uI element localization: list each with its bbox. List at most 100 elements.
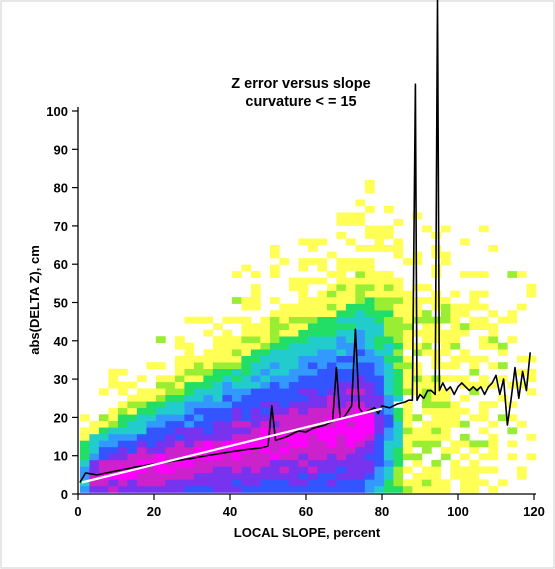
heatmap-cell bbox=[364, 310, 375, 317]
heatmap-cell bbox=[450, 420, 461, 428]
heatmap-cell bbox=[374, 323, 385, 330]
heatmap-cell bbox=[269, 245, 280, 252]
heatmap-cell bbox=[440, 251, 451, 259]
heatmap-cell bbox=[165, 440, 176, 448]
heatmap-cell bbox=[298, 407, 309, 415]
y-tick-label: 90 bbox=[54, 142, 68, 157]
heatmap-cell bbox=[459, 329, 470, 337]
heatmap-cell bbox=[212, 362, 223, 369]
heatmap-cell bbox=[383, 459, 394, 467]
heatmap-cell bbox=[307, 297, 318, 304]
heatmap-cell bbox=[298, 329, 309, 337]
heatmap-cell bbox=[469, 459, 480, 467]
heatmap-cell bbox=[279, 362, 290, 369]
heatmap-cell bbox=[393, 388, 404, 396]
heatmap-cell bbox=[288, 479, 299, 487]
heatmap-cell bbox=[298, 238, 309, 246]
heatmap-cell bbox=[288, 407, 299, 415]
heatmap-cell bbox=[250, 290, 261, 298]
heatmap-cell bbox=[174, 401, 185, 409]
heatmap-cell bbox=[393, 349, 404, 356]
heatmap-cell bbox=[98, 440, 109, 448]
heatmap-cell bbox=[355, 407, 366, 415]
heatmap-cell bbox=[431, 401, 442, 409]
heatmap-cell bbox=[317, 407, 328, 415]
heatmap-cell bbox=[288, 349, 299, 356]
heatmap-cell bbox=[364, 388, 375, 396]
heatmap-cell bbox=[345, 258, 356, 265]
heatmap-cell bbox=[459, 355, 470, 363]
series-line-mean bbox=[79, 0, 531, 483]
heatmap-cell bbox=[203, 453, 214, 461]
heatmap-cell bbox=[383, 342, 394, 350]
heatmap-cell bbox=[279, 323, 290, 330]
heatmap-cell bbox=[174, 459, 185, 467]
heatmap-cell bbox=[155, 479, 166, 487]
heatmap-cell bbox=[288, 375, 299, 383]
heatmap-cell bbox=[136, 466, 147, 474]
heatmap-cell bbox=[146, 407, 157, 415]
heatmap-cell bbox=[440, 388, 451, 396]
heatmap-cell bbox=[288, 466, 299, 474]
heatmap-cell bbox=[193, 440, 204, 448]
heatmap-cell bbox=[431, 388, 442, 396]
heatmap-cell bbox=[364, 486, 375, 493]
heatmap-cell bbox=[431, 420, 442, 428]
heatmap-cell bbox=[279, 381, 290, 389]
heatmap-cell bbox=[307, 329, 318, 337]
heatmap-cell bbox=[298, 355, 309, 363]
heatmap-cell bbox=[364, 342, 375, 350]
heatmap-cell bbox=[307, 238, 318, 246]
heatmap-cell bbox=[250, 479, 261, 487]
heatmap-cell bbox=[298, 381, 309, 389]
heatmap-cell bbox=[108, 427, 119, 435]
heatmap-cell bbox=[250, 446, 261, 454]
heatmap-cell bbox=[193, 472, 204, 480]
heatmap-cell bbox=[193, 375, 204, 383]
heatmap-cell bbox=[450, 414, 461, 422]
heatmap-cell bbox=[355, 323, 366, 330]
heatmap-cell bbox=[345, 407, 356, 415]
heatmap-cell bbox=[136, 375, 147, 383]
heatmap-cell bbox=[393, 290, 404, 298]
heatmap-cell bbox=[355, 420, 366, 428]
heatmap-cell bbox=[364, 459, 375, 467]
heatmap-cell bbox=[336, 453, 347, 461]
heatmap-cell bbox=[440, 486, 451, 493]
heatmap-cell bbox=[146, 394, 157, 402]
heatmap-cell bbox=[307, 453, 318, 461]
heatmap-cell bbox=[203, 433, 214, 441]
heatmap-cell bbox=[469, 486, 480, 493]
y-tick-label: 50 bbox=[54, 296, 68, 311]
heatmap-cell bbox=[374, 238, 385, 246]
heatmap-cell bbox=[402, 414, 413, 422]
heatmap-cell bbox=[298, 388, 309, 396]
heatmap-cell bbox=[117, 433, 128, 441]
heatmap-cell bbox=[98, 414, 109, 422]
heatmap-cell bbox=[336, 375, 347, 383]
heatmap-cell bbox=[127, 446, 138, 454]
heatmap-cell bbox=[127, 459, 138, 467]
heatmap-cell bbox=[307, 342, 318, 350]
heatmap-cell bbox=[174, 355, 185, 363]
heatmap-cell bbox=[231, 349, 242, 356]
heatmap-cell bbox=[412, 472, 423, 480]
heatmap-cell bbox=[117, 459, 128, 467]
heatmap-cell bbox=[459, 303, 470, 311]
heatmap-cell bbox=[421, 310, 432, 317]
heatmap-cell bbox=[269, 264, 280, 272]
heatmap-cell bbox=[497, 362, 508, 369]
heatmap-cell bbox=[146, 479, 157, 487]
heatmap-cell bbox=[222, 414, 233, 422]
heatmap-cell bbox=[79, 440, 90, 448]
heatmap-cell bbox=[212, 342, 223, 350]
heatmap-cell bbox=[250, 349, 261, 356]
heatmap-cell bbox=[374, 355, 385, 363]
heatmap-cell bbox=[345, 375, 356, 383]
heatmap-cell bbox=[146, 466, 157, 474]
heatmap-cell bbox=[364, 479, 375, 487]
heatmap-cell bbox=[165, 453, 176, 461]
heatmap-cell bbox=[526, 368, 537, 376]
heatmap-cell bbox=[526, 355, 537, 363]
